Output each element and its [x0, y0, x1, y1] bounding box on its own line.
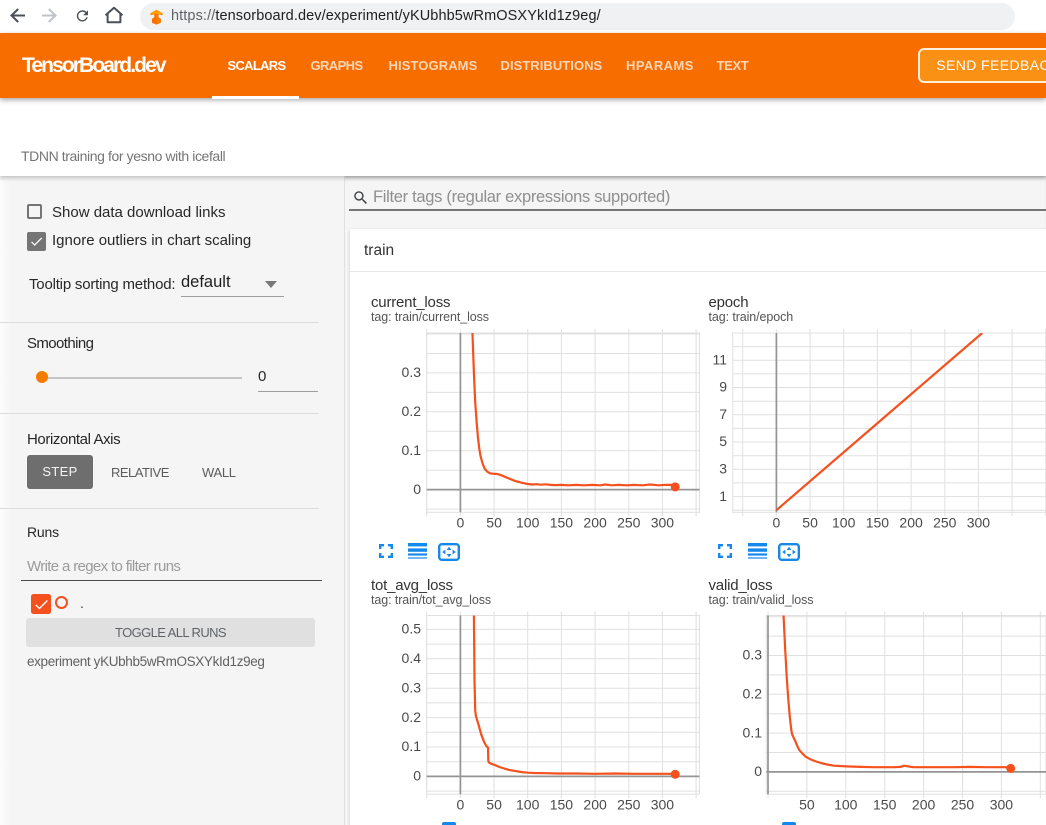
svg-text:250: 250 — [617, 515, 641, 531]
svg-text:0: 0 — [413, 768, 421, 784]
svg-text:200: 200 — [899, 515, 923, 531]
svg-text:11: 11 — [712, 352, 727, 368]
svg-text:0.2: 0.2 — [402, 403, 422, 419]
svg-text:0: 0 — [754, 763, 762, 779]
svg-text:7: 7 — [719, 406, 727, 422]
svg-text:0.4: 0.4 — [402, 650, 422, 666]
svg-text:150: 150 — [873, 797, 897, 813]
svg-text:0.3: 0.3 — [402, 679, 422, 695]
svg-text:50: 50 — [802, 515, 818, 531]
svg-text:250: 250 — [951, 797, 975, 813]
svg-text:3: 3 — [719, 461, 727, 477]
svg-text:250: 250 — [617, 797, 641, 813]
svg-text:200: 200 — [583, 515, 607, 531]
svg-text:150: 150 — [866, 515, 890, 531]
svg-text:300: 300 — [990, 797, 1014, 813]
svg-text:1: 1 — [719, 488, 727, 504]
svg-text:100: 100 — [516, 515, 540, 531]
svg-text:50: 50 — [486, 797, 502, 813]
svg-text:0: 0 — [773, 515, 781, 531]
svg-text:0.2: 0.2 — [402, 709, 422, 725]
svg-text:200: 200 — [912, 797, 936, 813]
svg-text:300: 300 — [651, 515, 675, 531]
svg-text:0.3: 0.3 — [402, 364, 422, 380]
svg-text:300: 300 — [651, 797, 675, 813]
svg-text:0.5: 0.5 — [402, 621, 422, 637]
svg-text:50: 50 — [486, 515, 502, 531]
svg-text:50: 50 — [799, 797, 815, 813]
svg-text:150: 150 — [550, 797, 574, 813]
svg-text:250: 250 — [933, 515, 957, 531]
svg-text:100: 100 — [516, 797, 540, 813]
svg-text:0.1: 0.1 — [402, 738, 422, 754]
svg-text:150: 150 — [550, 515, 574, 531]
svg-text:0: 0 — [457, 797, 465, 813]
svg-text:5: 5 — [719, 433, 727, 449]
svg-text:100: 100 — [832, 515, 856, 531]
svg-text:300: 300 — [967, 515, 991, 531]
svg-text:100: 100 — [834, 797, 858, 813]
svg-text:0: 0 — [457, 515, 465, 531]
svg-text:9: 9 — [719, 379, 727, 395]
svg-text:0: 0 — [413, 481, 421, 497]
svg-text:0.1: 0.1 — [402, 442, 422, 458]
svg-text:0.1: 0.1 — [743, 724, 763, 740]
svg-text:0.2: 0.2 — [743, 686, 763, 702]
svg-text:200: 200 — [583, 797, 607, 813]
svg-text:0.3: 0.3 — [743, 647, 763, 663]
